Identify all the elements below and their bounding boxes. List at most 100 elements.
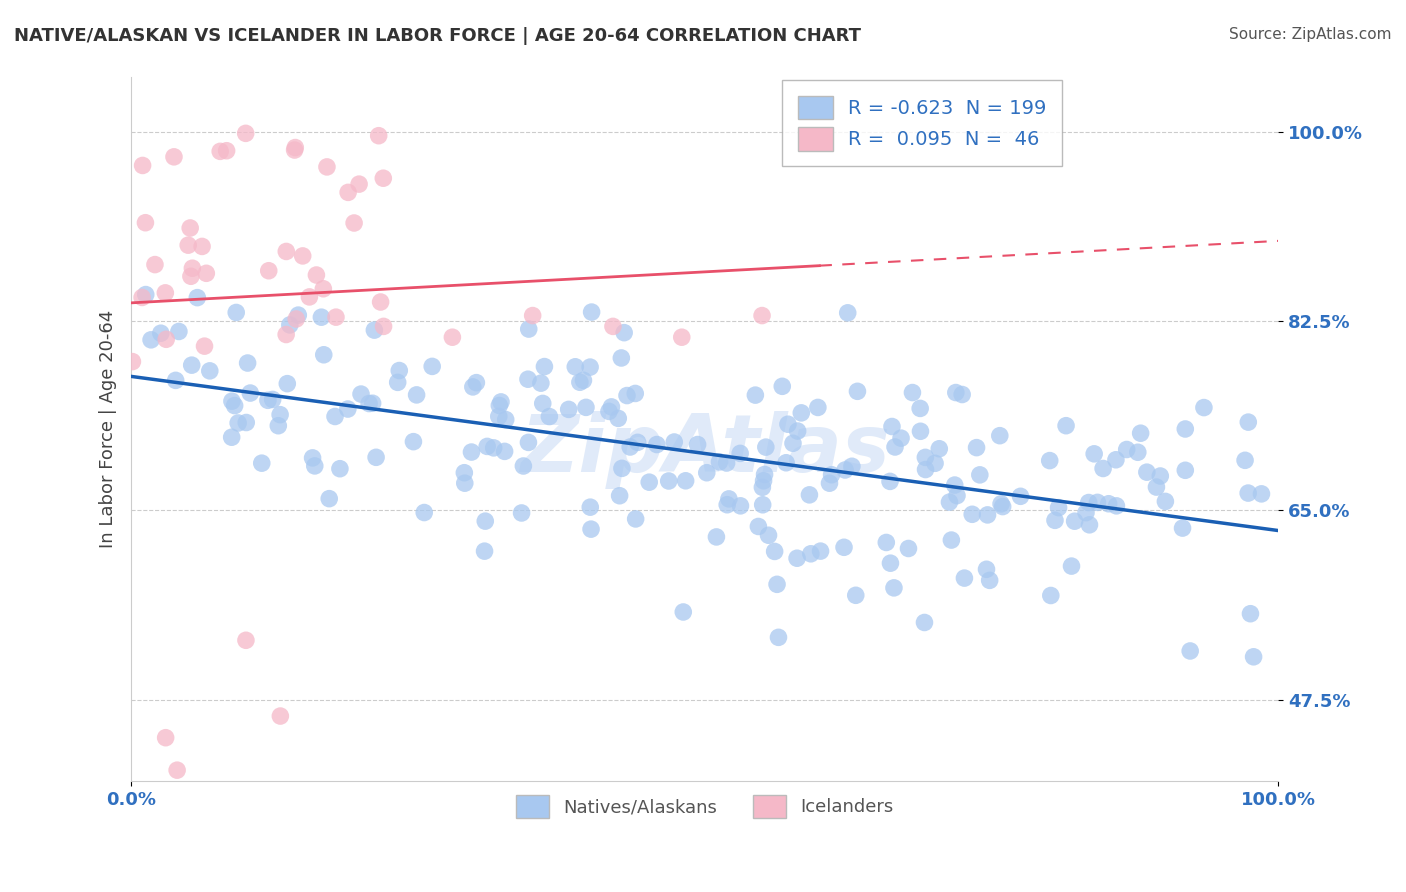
Point [602, 319, 624, 334]
Point [134, 216, 156, 230]
Point [373, 171, 395, 186]
Point [361, 396, 384, 410]
Point [235, 416, 257, 430]
Point [645, 437, 668, 451]
Point [257, 393, 280, 408]
Point [960, 508, 983, 522]
Text: ZipAtlas: ZipAtlas [520, 411, 890, 490]
Point [696, 466, 718, 480]
Point [305, 268, 328, 282]
Point [488, 399, 510, 413]
Point [180, 358, 202, 372]
Point [883, 581, 905, 595]
Point [269, 408, 291, 422]
Point [363, 323, 385, 337]
Point [557, 402, 579, 417]
Point [1250, 487, 1272, 501]
Point [600, 400, 623, 414]
Point [579, 522, 602, 536]
Point [336, 402, 359, 417]
Point [1126, 445, 1149, 459]
Point [672, 605, 695, 619]
Point [226, 416, 249, 430]
Point [1010, 489, 1032, 503]
Point [285, 312, 308, 326]
Point [890, 431, 912, 445]
Point [1129, 426, 1152, 441]
Point [517, 322, 540, 336]
Point [799, 488, 821, 502]
Point [193, 339, 215, 353]
Point [568, 376, 591, 390]
Point [1039, 453, 1062, 467]
Point [763, 544, 786, 558]
Point [807, 401, 830, 415]
Point [709, 455, 731, 469]
Point [276, 327, 298, 342]
Point [121, 354, 143, 368]
Point [209, 145, 232, 159]
Point [477, 439, 499, 453]
Point [717, 491, 740, 506]
Point [337, 186, 360, 200]
Point [257, 264, 280, 278]
Point [311, 310, 333, 325]
Point [751, 498, 773, 512]
Point [179, 221, 201, 235]
Point [1174, 463, 1197, 477]
Point [1087, 495, 1109, 509]
Point [131, 290, 153, 304]
Point [131, 158, 153, 172]
Point [938, 495, 960, 509]
Point [728, 446, 751, 460]
Point [914, 462, 936, 476]
Point [350, 387, 373, 401]
Point [1039, 589, 1062, 603]
Point [1054, 418, 1077, 433]
Point [489, 395, 512, 409]
Point [897, 541, 920, 556]
Point [846, 384, 869, 399]
Point [946, 489, 969, 503]
Point [837, 306, 859, 320]
Point [284, 140, 307, 154]
Point [658, 474, 681, 488]
Y-axis label: In Labor Force | Age 20-64: In Labor Force | Age 20-64 [100, 310, 117, 549]
Point [914, 450, 936, 465]
Point [607, 411, 630, 425]
Point [800, 547, 823, 561]
Point [155, 285, 177, 300]
Point [754, 467, 776, 482]
Point [1243, 649, 1265, 664]
Point [880, 419, 903, 434]
Point [966, 441, 988, 455]
Point [613, 326, 636, 340]
Point [575, 401, 598, 415]
Point [517, 435, 540, 450]
Point [420, 359, 443, 374]
Point [1234, 453, 1257, 467]
Point [530, 376, 553, 391]
Point [770, 379, 793, 393]
Point [167, 325, 190, 339]
Point [564, 359, 586, 374]
Point [730, 499, 752, 513]
Point [405, 388, 427, 402]
Point [875, 535, 897, 549]
Point [1146, 480, 1168, 494]
Point [359, 396, 381, 410]
Point [1239, 607, 1261, 621]
Point [624, 512, 647, 526]
Point [474, 544, 496, 558]
Point [1237, 486, 1260, 500]
Point [276, 376, 298, 391]
Point [225, 305, 247, 319]
Point [298, 290, 321, 304]
Point [627, 435, 650, 450]
Point [924, 456, 946, 470]
Point [782, 436, 804, 450]
Point [347, 177, 370, 191]
Point [752, 474, 775, 488]
Point [572, 373, 595, 387]
Point [165, 373, 187, 387]
